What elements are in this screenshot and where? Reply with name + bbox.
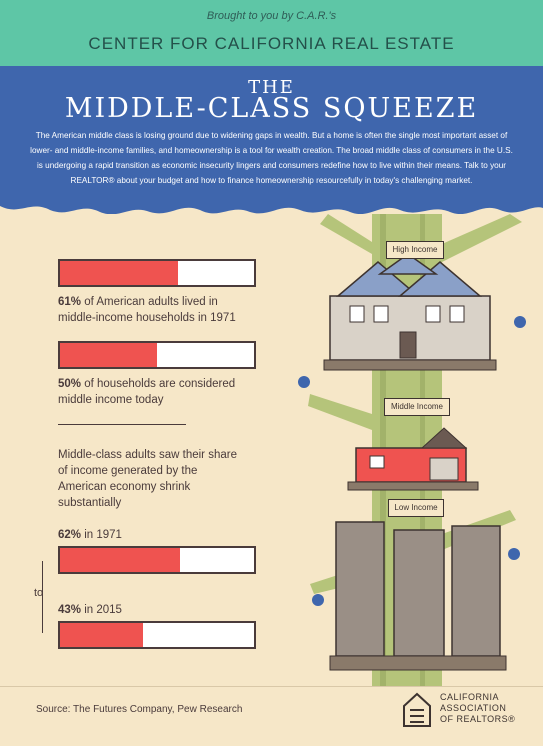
stat-pct: 61% <box>58 296 82 308</box>
stat-text: in 2015 <box>81 604 122 616</box>
progress-fill <box>60 261 179 285</box>
stat-text: of households are considered <box>81 378 236 390</box>
stat-50: 50% of households are considered middle … <box>58 376 235 408</box>
branch <box>308 394 372 430</box>
title-band <box>0 66 543 214</box>
stat-pct: 43% <box>58 604 82 616</box>
stat-text: of American adults lived in <box>81 296 218 308</box>
progress-bar-43 <box>58 621 256 649</box>
progress-fill <box>60 548 181 572</box>
wavy-edge <box>0 206 543 214</box>
org-line: CALIFORNIA <box>440 692 500 702</box>
stat-text: in 1971 <box>81 529 122 541</box>
title-the: THE <box>248 77 295 98</box>
progress-bar-62 <box>58 546 256 574</box>
leaf <box>508 548 520 560</box>
share-line: Middle-class adults saw their share <box>58 449 237 461</box>
brought-to-you-text: Brought to you by C.A.R.'s <box>206 10 337 22</box>
share-line: substantially <box>58 497 122 509</box>
org-line: OF REALTORS® <box>440 714 516 724</box>
stat-pct: 62% <box>58 529 82 541</box>
share-intro: Middle-class adults saw their share of i… <box>58 447 237 511</box>
divider <box>58 424 186 425</box>
progress-fill <box>60 623 144 647</box>
center-name: CENTER FOR CALIFORNIA REAL ESTATE <box>88 34 455 53</box>
stat-text: middle-income households in 1971 <box>58 312 236 324</box>
share-line: American economy shrink <box>58 481 191 493</box>
progress-bar-61 <box>58 259 256 287</box>
bracket-connector <box>42 561 57 633</box>
branch <box>320 214 372 254</box>
sign-high-income: High Income <box>386 241 444 259</box>
stat-61: 61% of American adults lived in middle-i… <box>58 294 236 326</box>
org-line: ASSOCIATION <box>440 703 507 713</box>
share-1971-label: 62% in 1971 <box>58 527 122 543</box>
branch <box>442 214 522 262</box>
source-text: Source: The Futures Company, Pew Researc… <box>36 704 243 715</box>
to-label: to <box>34 587 44 599</box>
stat-text: middle income today <box>58 394 164 406</box>
header-band: Brought to you by C.A.R.'s CENTER FOR CA… <box>0 0 543 66</box>
share-2015-label: 43% in 2015 <box>58 602 122 618</box>
car-logo-icon <box>403 692 431 727</box>
page-title: MIDDLE-CLASS SQUEEZE <box>64 93 479 124</box>
intro-paragraph: The American middle class is losing grou… <box>30 131 513 185</box>
apartment-building <box>451 525 501 657</box>
sign-low-income: Low Income <box>388 499 444 517</box>
tree-illustration <box>298 214 526 686</box>
leaf <box>514 316 526 328</box>
leaf <box>312 594 324 606</box>
apartment-building <box>335 521 385 657</box>
footer-divider <box>0 686 543 687</box>
share-line: of income generated by the <box>58 465 198 477</box>
apartment-building <box>393 529 445 657</box>
stat-pct: 50% <box>58 378 82 390</box>
progress-fill <box>60 343 157 367</box>
leaf <box>298 376 310 388</box>
progress-bar-50 <box>58 341 256 369</box>
sign-middle-income: Middle Income <box>384 398 450 416</box>
org-name: CALIFORNIA ASSOCIATION OF REALTORS® <box>440 692 515 725</box>
